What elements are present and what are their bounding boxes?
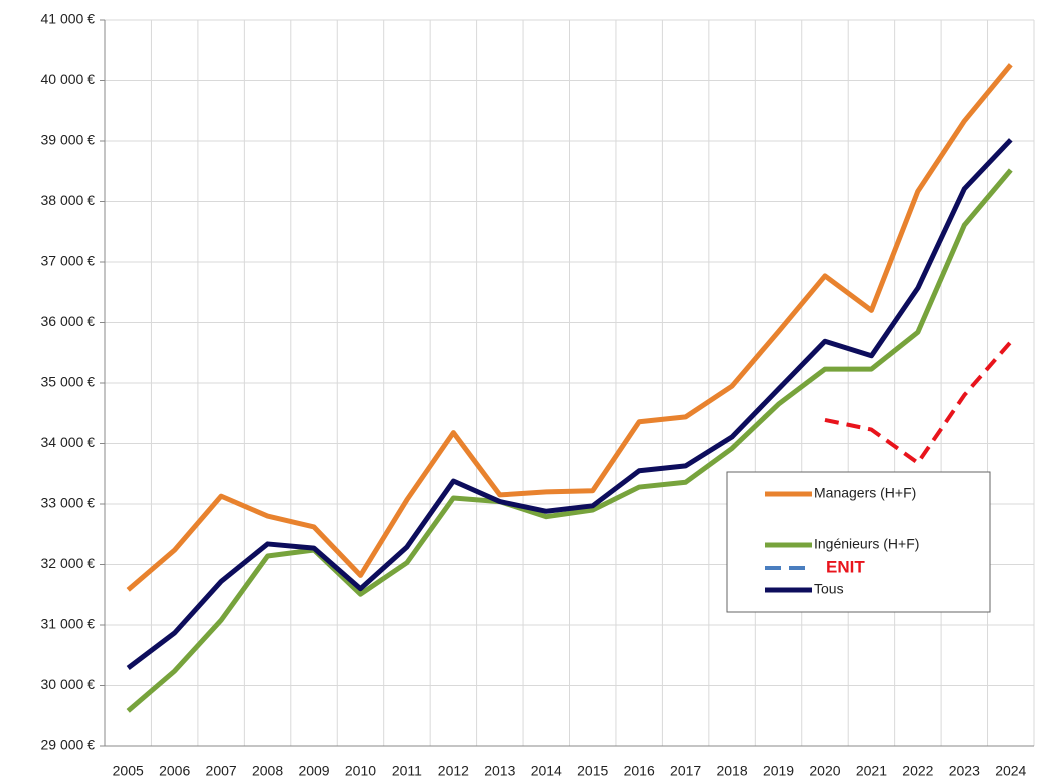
y-tick-label: 34 000 € bbox=[41, 434, 96, 450]
y-tick-label: 37 000 € bbox=[41, 253, 96, 269]
legend-label: Tous bbox=[814, 581, 844, 597]
y-tick-label: 29 000 € bbox=[41, 737, 96, 753]
x-tick-label: 2005 bbox=[113, 763, 144, 779]
series-line bbox=[126, 63, 1013, 592]
x-tick-label: 2006 bbox=[159, 763, 190, 779]
x-tick-label: 2013 bbox=[484, 763, 515, 779]
x-tick-label: 2017 bbox=[670, 763, 701, 779]
y-tick-label: 31 000 € bbox=[41, 616, 96, 632]
y-tick-label: 30 000 € bbox=[41, 676, 96, 692]
series-line bbox=[126, 138, 1013, 670]
x-tick-label: 2018 bbox=[716, 763, 747, 779]
x-tick-label: 2012 bbox=[438, 763, 469, 779]
x-tick-label: 2007 bbox=[206, 763, 237, 779]
x-tick-label: 2016 bbox=[624, 763, 655, 779]
x-tick-label: 2011 bbox=[392, 763, 422, 779]
series-line bbox=[126, 168, 1013, 713]
x-tick-label: 2010 bbox=[345, 763, 376, 779]
x-tick-label: 2021 bbox=[856, 763, 887, 779]
x-tick-label: 2023 bbox=[949, 763, 980, 779]
y-tick-label: 32 000 € bbox=[41, 555, 96, 571]
y-tick-label: 38 000 € bbox=[41, 192, 96, 208]
x-tick-label: 2014 bbox=[531, 763, 562, 779]
y-tick-label: 33 000 € bbox=[41, 495, 96, 511]
legend-label: ENIT bbox=[826, 557, 865, 576]
x-tick-label: 2009 bbox=[298, 763, 329, 779]
legend-label: Managers (H+F) bbox=[814, 485, 916, 501]
series-line bbox=[824, 340, 1013, 465]
y-tick-label: 36 000 € bbox=[41, 313, 96, 329]
y-tick-label: 39 000 € bbox=[41, 132, 96, 148]
x-tick-label: 2020 bbox=[809, 763, 840, 779]
y-tick-label: 35 000 € bbox=[41, 374, 96, 390]
y-tick-label: 40 000 € bbox=[41, 71, 96, 87]
x-tick-label: 2019 bbox=[763, 763, 794, 779]
x-tick-label: 2022 bbox=[902, 763, 933, 779]
y-tick-label: 41 000 € bbox=[41, 11, 96, 27]
x-tick-label: 2015 bbox=[577, 763, 608, 779]
x-tick-label: 2024 bbox=[995, 763, 1026, 779]
x-tick-label: 2008 bbox=[252, 763, 283, 779]
legend-label: Ingénieurs (H+F) bbox=[814, 536, 919, 552]
